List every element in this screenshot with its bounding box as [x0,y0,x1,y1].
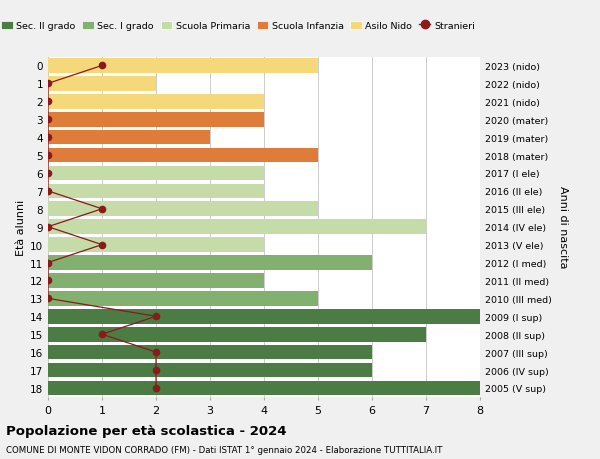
Y-axis label: Età alunni: Età alunni [16,199,26,255]
Bar [48,166,264,181]
Text: COMUNE DI MONTE VIDON CORRADO (FM) - Dati ISTAT 1° gennaio 2024 - Elaborazione T: COMUNE DI MONTE VIDON CORRADO (FM) - Dat… [6,445,442,454]
Bar [48,220,426,235]
Legend: Sec. II grado, Sec. I grado, Scuola Primaria, Scuola Infanzia, Asilo Nido, Stran: Sec. II grado, Sec. I grado, Scuola Prim… [0,18,479,34]
Bar [48,291,318,306]
Bar [48,381,480,395]
Bar [48,274,264,288]
Bar [48,148,318,163]
Bar [48,202,318,217]
Bar [48,130,210,145]
Bar [48,327,426,342]
Bar [48,256,372,270]
Bar [48,238,264,252]
Bar [48,95,264,109]
Bar [48,77,156,91]
Bar [48,59,318,73]
Bar [48,345,372,360]
Y-axis label: Anni di nascita: Anni di nascita [559,186,568,269]
Bar [48,112,264,127]
Bar [48,309,480,324]
Text: Popolazione per età scolastica - 2024: Popolazione per età scolastica - 2024 [6,425,287,437]
Bar [48,363,372,378]
Bar [48,184,264,199]
